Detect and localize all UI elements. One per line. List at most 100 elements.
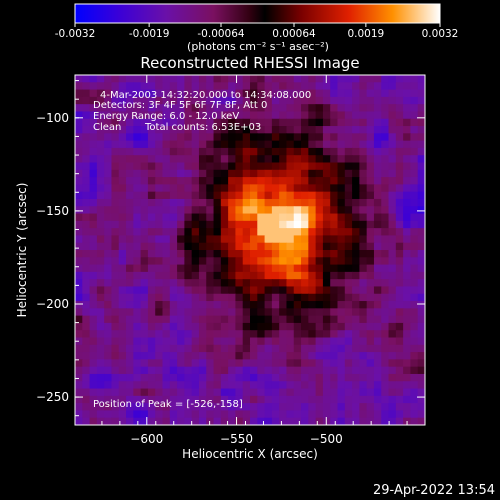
heatmap-cell <box>82 111 91 120</box>
heatmap-cell <box>191 147 200 156</box>
heatmap-cell <box>235 220 244 229</box>
heatmap-cell <box>293 388 302 397</box>
heatmap-cell <box>235 242 244 251</box>
heatmap-cell <box>206 177 215 185</box>
heatmap-cell <box>184 220 193 229</box>
heatmap-cell <box>395 235 404 244</box>
heatmap-cell <box>271 337 280 346</box>
heatmap-cell <box>155 352 164 360</box>
heatmap-cell <box>337 337 346 346</box>
heatmap-cell <box>89 133 98 142</box>
heatmap-cell <box>126 89 134 98</box>
heatmap-cell <box>198 388 207 397</box>
heatmap-cell <box>344 169 353 178</box>
heatmap-cell <box>75 147 83 156</box>
heatmap-cell <box>235 373 244 382</box>
heatmap-cell <box>293 403 302 412</box>
heatmap-cell <box>257 381 266 390</box>
heatmap-cell <box>293 359 302 368</box>
heatmap-cell <box>177 330 185 339</box>
heatmap-cell <box>220 155 229 164</box>
heatmap-cell <box>366 118 375 127</box>
heatmap-cell <box>126 337 134 346</box>
heatmap-cell <box>82 104 91 113</box>
heatmap-cell <box>264 96 273 105</box>
heatmap-cell <box>118 177 127 185</box>
heatmap-cell <box>147 89 156 98</box>
heatmap-cell <box>118 395 127 404</box>
heatmap-cell <box>293 235 302 244</box>
heatmap-cell <box>206 315 215 324</box>
heatmap-cell <box>75 286 83 295</box>
heatmap-cell <box>147 388 156 397</box>
heatmap-cell <box>381 366 390 375</box>
heatmap-cell <box>373 75 382 83</box>
heatmap-cell <box>162 133 171 142</box>
heatmap-cell <box>286 337 295 346</box>
heatmap-cell <box>322 271 331 280</box>
heatmap-cell <box>191 279 200 288</box>
heatmap-cell <box>82 315 91 324</box>
heatmap-cell <box>373 322 382 331</box>
heatmap-cell <box>198 242 207 251</box>
heatmap-cell <box>96 220 105 229</box>
heatmap-cell <box>89 301 98 309</box>
heatmap-cell <box>410 140 419 149</box>
heatmap-cell <box>315 264 324 273</box>
heatmap-cell <box>75 220 83 229</box>
heatmap-cell <box>308 330 317 339</box>
heatmap-cell <box>388 271 397 280</box>
heatmap-cell <box>344 352 353 360</box>
heatmap-cell <box>242 344 251 353</box>
heatmap-cell <box>177 198 185 207</box>
heatmap-cell <box>417 279 425 288</box>
heatmap-cell <box>126 96 134 105</box>
heatmap-cell <box>75 322 83 331</box>
heatmap-cell <box>242 315 251 324</box>
heatmap-cell <box>381 89 390 98</box>
heatmap-cell <box>184 89 193 98</box>
heatmap-cell <box>213 111 222 120</box>
heatmap-cell <box>220 417 229 425</box>
heatmap-cell <box>271 104 280 113</box>
heatmap-cell <box>308 191 317 200</box>
heatmap-cell <box>330 96 339 105</box>
heatmap-cell <box>104 191 113 200</box>
heatmap-cell <box>381 322 390 331</box>
heatmap-cell <box>271 155 280 164</box>
heatmap-cell <box>169 271 178 280</box>
heatmap-cell <box>118 308 127 317</box>
heatmap-cell <box>417 228 425 237</box>
heatmap-cell <box>213 206 222 215</box>
heatmap-cell <box>191 118 200 127</box>
heatmap-cell <box>257 417 266 425</box>
heatmap-cell <box>381 352 390 360</box>
heatmap-cell <box>257 359 266 368</box>
heatmap-cell <box>315 169 324 178</box>
heatmap-cell <box>410 206 419 215</box>
heatmap-cell <box>82 352 91 360</box>
heatmap-cell <box>169 184 178 193</box>
heatmap-cell <box>213 352 222 360</box>
heatmap-cell <box>286 111 295 120</box>
heatmap-cell <box>147 359 156 368</box>
heatmap-cell <box>373 308 382 317</box>
heatmap-cell <box>395 388 404 397</box>
heatmap-cell <box>286 126 295 134</box>
heatmap-cell <box>213 82 222 91</box>
heatmap-cell <box>279 126 288 134</box>
heatmap-cell <box>286 140 295 149</box>
heatmap-cell <box>82 250 91 258</box>
heatmap-cell <box>75 184 83 193</box>
heatmap-cell <box>337 417 346 425</box>
heatmap-cell <box>133 169 142 178</box>
heatmap-cell <box>322 410 331 419</box>
heatmap-cell <box>75 257 83 266</box>
heatmap-cell <box>75 366 83 375</box>
heatmap-cell <box>293 133 302 142</box>
heatmap-cell <box>388 395 397 404</box>
heatmap-cell <box>96 373 105 382</box>
heatmap-cell <box>96 133 105 142</box>
heatmap-cell <box>140 279 149 288</box>
heatmap-cell <box>301 140 309 149</box>
